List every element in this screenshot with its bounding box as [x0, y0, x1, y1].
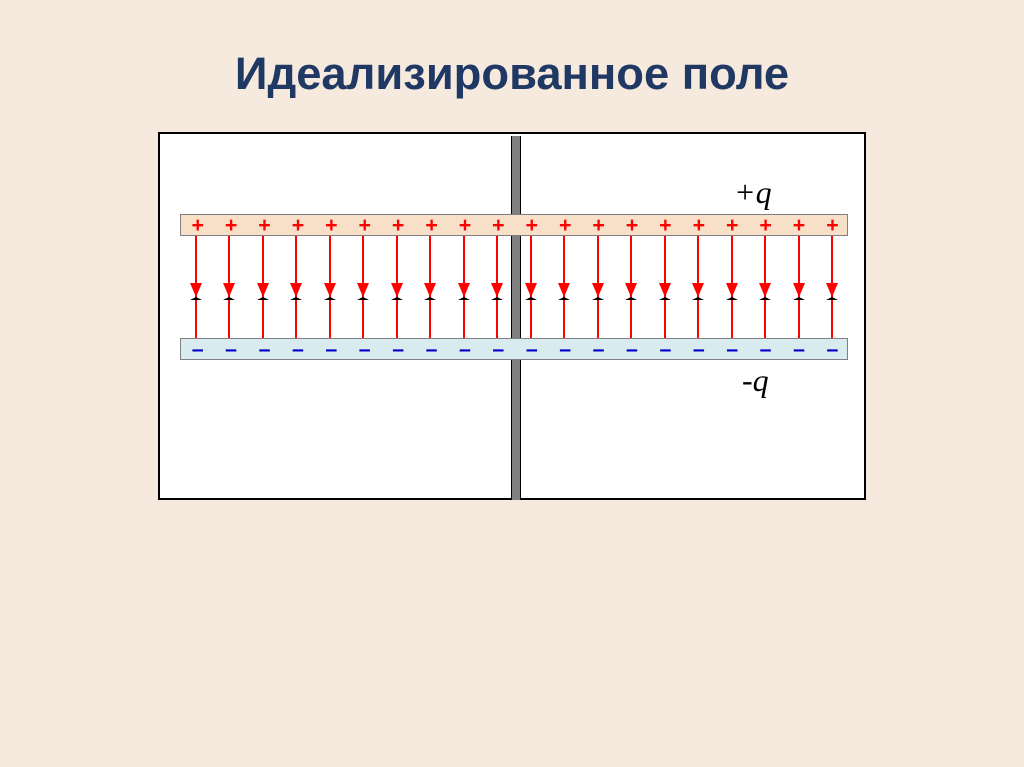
minus-symbol: – [381, 339, 414, 360]
field-arrow-head-icon [692, 283, 704, 300]
field-arrow-head-icon [458, 283, 470, 300]
minus-symbol: – [548, 339, 581, 360]
field-arrows [160, 134, 864, 498]
minus-symbol: – [782, 339, 815, 360]
minus-symbol: – [716, 339, 749, 360]
minus-symbol: – [649, 339, 682, 360]
field-arrow-head-icon [290, 283, 302, 300]
slide-title: Идеализированное поле [0, 48, 1024, 100]
field-arrow-head-icon [491, 283, 503, 300]
field-arrow-head-icon [558, 283, 570, 300]
minus-symbol: – [348, 339, 381, 360]
field-arrow-head-icon [625, 283, 637, 300]
minus-symbol: – [582, 339, 615, 360]
field-arrow-head-icon [525, 283, 537, 300]
field-arrow-head-icon [257, 283, 269, 300]
minus-symbol: – [482, 339, 515, 360]
field-arrow-head-icon [793, 283, 805, 300]
field-arrow-head-icon [357, 283, 369, 300]
minus-symbol: – [415, 339, 448, 360]
field-arrow-head-icon [826, 283, 838, 300]
field-arrow-head-icon [223, 283, 235, 300]
minus-symbol: – [448, 339, 481, 360]
field-arrow-head-icon [391, 283, 403, 300]
minus-symbol: – [515, 339, 548, 360]
field-arrow-head-icon [659, 283, 671, 300]
field-arrow-head-icon [592, 283, 604, 300]
minus-symbol: – [248, 339, 281, 360]
minus-symbol: – [181, 339, 214, 360]
minus-symbol: – [682, 339, 715, 360]
minus-symbol: – [816, 339, 849, 360]
minus-symbol: – [749, 339, 782, 360]
bottom-plate: –––––––––––––––––––– [180, 338, 848, 360]
field-arrow-head-icon [324, 283, 336, 300]
field-arrow-head-icon [190, 283, 202, 300]
slide: Идеализированное поле +q -q ++++++++++++… [0, 0, 1024, 767]
field-arrow-head-icon [759, 283, 771, 300]
minus-symbol: – [315, 339, 348, 360]
field-arrow-head-icon [424, 283, 436, 300]
diagram-frame: +q -q ++++++++++++++++++++ –––––––––––––… [158, 132, 866, 500]
minus-symbol: – [281, 339, 314, 360]
bottom-plate-charges: –––––––––––––––––––– [181, 339, 849, 361]
field-arrow-head-icon [726, 283, 738, 300]
minus-symbol: – [214, 339, 247, 360]
minus-symbol: – [615, 339, 648, 360]
